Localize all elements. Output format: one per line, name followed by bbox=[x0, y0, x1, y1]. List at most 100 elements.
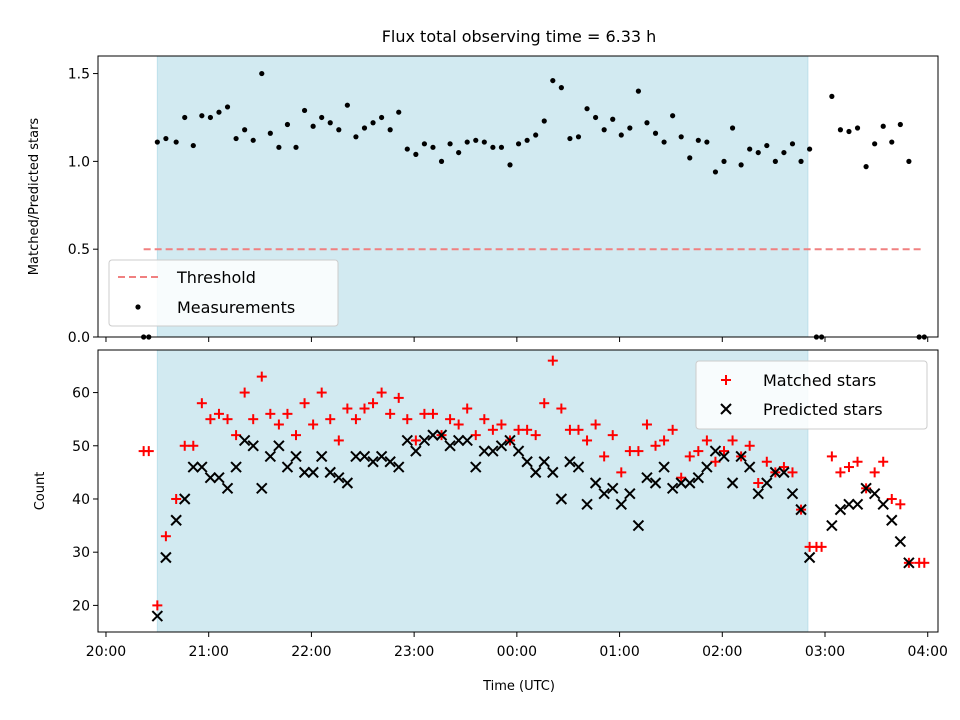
matched-star-point bbox=[410, 435, 421, 446]
predicted-star-point bbox=[666, 482, 679, 495]
predicted-star-point bbox=[692, 471, 705, 484]
predicted-star-point bbox=[478, 445, 491, 457]
predicted-star-point bbox=[684, 477, 696, 489]
predicted-star-point bbox=[393, 461, 405, 473]
predicted-star-point bbox=[221, 482, 234, 495]
predicted-star-point bbox=[521, 456, 533, 468]
predicted-star-point bbox=[868, 487, 881, 500]
legend-box bbox=[695, 360, 928, 430]
predicted-star-point bbox=[743, 461, 756, 473]
measurement-point bbox=[558, 85, 564, 91]
measurement-point bbox=[421, 141, 428, 147]
predicted-star-point bbox=[213, 471, 225, 484]
measurement-point bbox=[738, 162, 744, 168]
predicted-star-point bbox=[341, 477, 354, 489]
predicted-star-point bbox=[843, 498, 855, 511]
predicted-star-point bbox=[247, 440, 259, 452]
predicted-star-point bbox=[230, 461, 242, 473]
measurement-point bbox=[627, 125, 633, 131]
matched-star-point bbox=[919, 557, 930, 568]
predicted-star-point bbox=[401, 434, 413, 447]
matched-star-point bbox=[676, 472, 687, 483]
predicted-star-point bbox=[581, 498, 593, 511]
predicted-star-point bbox=[769, 466, 782, 479]
measurement-point bbox=[789, 141, 796, 147]
matched-star-point bbox=[573, 424, 584, 435]
x-axis-label: Time (UTC) bbox=[482, 679, 555, 694]
measurement-point bbox=[550, 77, 556, 84]
predicted-star-point bbox=[903, 557, 915, 569]
matched-star-point bbox=[350, 414, 361, 425]
matched-star-point bbox=[368, 398, 379, 409]
matched-star-point bbox=[470, 430, 481, 441]
measurement-point bbox=[447, 141, 453, 147]
predicted-star-point bbox=[290, 450, 302, 463]
predicted-star-point bbox=[538, 456, 550, 468]
matched-star-point bbox=[462, 403, 473, 414]
matched-star-point bbox=[710, 456, 721, 467]
y-tick-label: 50 bbox=[72, 439, 90, 455]
y-tick-label: 60 bbox=[72, 386, 90, 402]
measurement-point bbox=[336, 127, 342, 133]
measurement-point bbox=[370, 120, 376, 126]
predicted-star-point bbox=[860, 482, 872, 495]
legend-measurement-label: Measurements bbox=[177, 298, 295, 317]
measurement-point bbox=[704, 139, 710, 145]
measurement-point bbox=[781, 149, 787, 156]
matched-star-point bbox=[530, 430, 541, 441]
predicted-star-point bbox=[367, 456, 379, 468]
measurement-point bbox=[199, 113, 205, 119]
matched-star-point bbox=[778, 462, 789, 473]
measurement-point bbox=[906, 158, 912, 164]
matched-star-point bbox=[171, 493, 182, 504]
legend-threshold-label: Threshold bbox=[176, 268, 256, 287]
predicted-star-point bbox=[572, 461, 585, 473]
measurement-point bbox=[618, 132, 624, 138]
measurement-point bbox=[319, 114, 325, 121]
matched-star-point bbox=[427, 408, 438, 419]
measurement-point bbox=[163, 135, 169, 142]
measurement-point bbox=[854, 125, 861, 131]
measurement-point bbox=[721, 158, 727, 164]
matched-star-point bbox=[231, 430, 242, 441]
predicted-star-point bbox=[151, 610, 164, 622]
matched-star-point bbox=[826, 451, 837, 462]
predicted-star-point bbox=[649, 477, 662, 489]
matched-star-point bbox=[325, 414, 336, 425]
matched-star-point bbox=[143, 446, 154, 457]
measurement-point bbox=[846, 128, 852, 135]
predicted-star-point bbox=[281, 461, 294, 473]
y-tick-label: 1.0 bbox=[68, 154, 90, 170]
matched-star-point bbox=[816, 541, 827, 552]
predicted-star-point bbox=[384, 456, 396, 468]
x-tick-label: 04:00 bbox=[908, 644, 948, 660]
measurement-point bbox=[747, 146, 753, 152]
matched-star-point bbox=[402, 414, 413, 425]
measurement-point bbox=[498, 144, 505, 150]
matched-star-point bbox=[852, 456, 863, 467]
predicted-star-point bbox=[726, 477, 739, 489]
measurement-point bbox=[863, 164, 869, 170]
matched-star-point bbox=[641, 419, 652, 430]
matched-star-point bbox=[599, 451, 610, 462]
predicted-star-point bbox=[204, 471, 217, 484]
measurement-point bbox=[829, 93, 835, 99]
measurement-point bbox=[276, 144, 282, 150]
measurement-point bbox=[897, 121, 903, 128]
top-marks bbox=[141, 70, 927, 340]
matched-star-point bbox=[308, 419, 319, 430]
measurement-point bbox=[764, 142, 770, 149]
predicted-star-point bbox=[410, 445, 422, 457]
matched-star-point bbox=[650, 440, 661, 451]
predicted-star-point bbox=[555, 493, 568, 505]
measurement-point bbox=[670, 113, 676, 119]
matched-star-point bbox=[179, 440, 190, 451]
y-tick-label: 20 bbox=[72, 598, 90, 614]
predicted-star-point bbox=[256, 482, 268, 495]
measurement-point bbox=[430, 144, 436, 150]
matched-star-point bbox=[205, 414, 216, 425]
chart-title: Flux total observing time = 6.33 h bbox=[382, 27, 657, 46]
matched-star-point bbox=[496, 419, 507, 430]
predicted-star-point bbox=[315, 450, 328, 463]
measurement-point bbox=[379, 114, 385, 121]
